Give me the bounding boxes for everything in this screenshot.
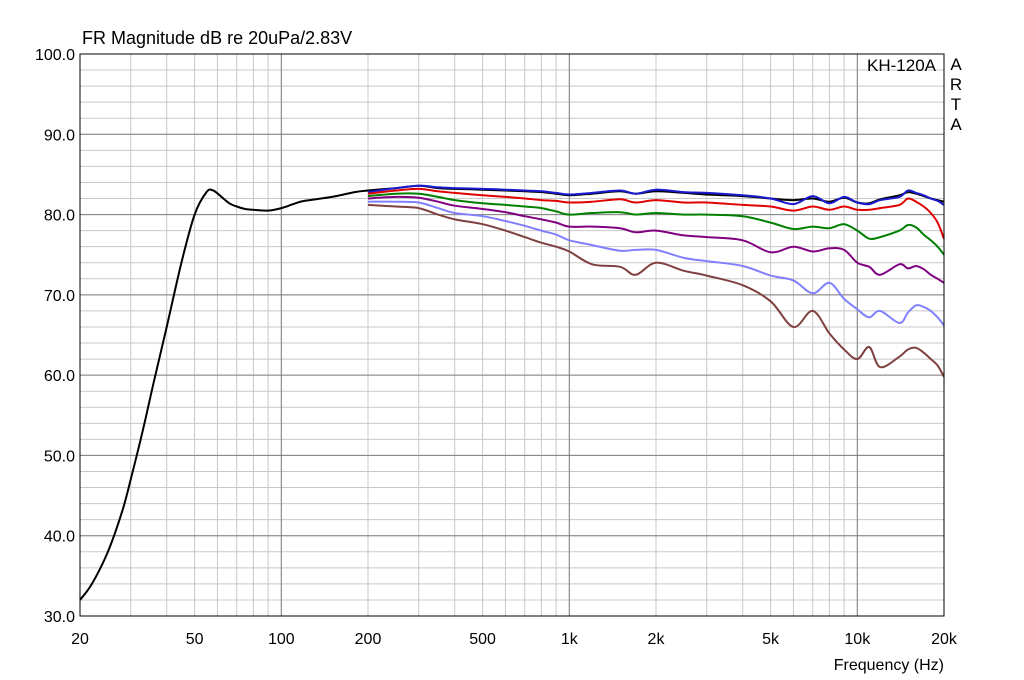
watermark-letter: A <box>950 55 962 74</box>
watermark-letter: A <box>950 115 962 134</box>
watermark-letter: T <box>951 95 961 114</box>
x-tick-label: 1k <box>561 631 579 648</box>
x-tick-label: 10k <box>844 631 871 648</box>
x-tick-label: 100 <box>268 631 295 648</box>
x-tick-label: 20 <box>71 631 89 648</box>
series-layer <box>79 184 945 601</box>
x-tick-label: 50 <box>186 631 204 648</box>
x-tick-label: 20k <box>931 631 958 648</box>
series-line-5 <box>367 195 945 284</box>
series-line-3 <box>367 187 945 240</box>
x-tick-label: 2k <box>648 631 666 648</box>
series-line-1 <box>79 184 945 601</box>
x-tick-label: 5k <box>762 631 780 648</box>
x-axis-label: Frequency (Hz) <box>834 657 944 674</box>
x-tick-label: 500 <box>469 631 496 648</box>
series-line-2 <box>367 184 945 206</box>
y-tick-label: 90.0 <box>44 127 75 144</box>
y-tick-label: 70.0 <box>44 288 75 305</box>
plot-frame <box>79 53 945 617</box>
series-line-6 <box>367 200 945 327</box>
y-tick-label: 50.0 <box>44 448 75 465</box>
grid-major <box>80 53 944 617</box>
x-axis-ticks: 20 50 100 200 500 1k 2k 5k 10k 20k <box>71 631 958 648</box>
grid-minor <box>79 53 945 617</box>
y-tick-label: 40.0 <box>44 529 75 546</box>
x-tick-label: 200 <box>355 631 382 648</box>
chart-title: FR Magnitude dB re 20uPa/2.83V <box>82 28 352 48</box>
y-tick-label: 80.0 <box>44 208 75 225</box>
series-line-7 <box>367 203 945 378</box>
y-tick-label: 30.0 <box>44 609 75 626</box>
series-line-4 <box>367 192 945 256</box>
y-axis-ticks: 30.0 40.0 50.0 60.0 70.0 80.0 90.0 100.0 <box>35 47 75 626</box>
y-tick-label: 100.0 <box>35 47 75 64</box>
legend-label: KH-120A <box>867 56 937 75</box>
y-tick-label: 60.0 <box>44 368 75 385</box>
watermark-letter: R <box>950 75 962 94</box>
